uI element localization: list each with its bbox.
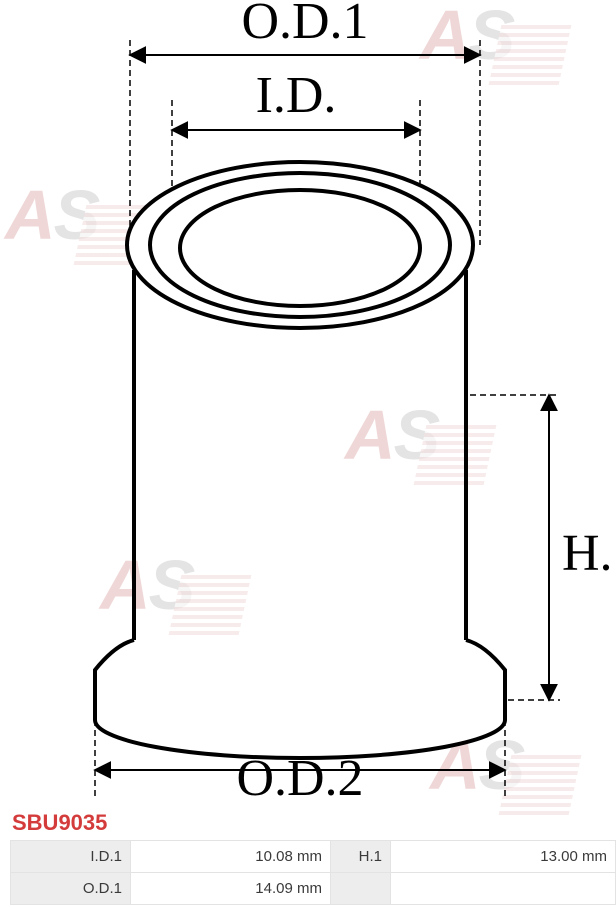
cell-label-id1: I.D.1 xyxy=(11,841,131,873)
cell-value-empty xyxy=(391,873,616,905)
cell-label-empty xyxy=(331,873,391,905)
label-od2: O.D.2 xyxy=(236,750,363,807)
cell-label-od1: O.D.1 xyxy=(11,873,131,905)
table-row: O.D.1 14.09 mm xyxy=(11,873,616,905)
cell-value-id1: 10.08 mm xyxy=(131,841,331,873)
page-root: AS AS AS AS AS O.D.1 I.D. xyxy=(0,0,616,907)
spec-table: I.D.1 10.08 mm H.1 13.00 mm O.D.1 14.09 … xyxy=(10,840,616,905)
part-code: SBU9035 xyxy=(12,810,107,836)
cell-value-h1: 13.00 mm xyxy=(391,841,616,873)
cell-value-od1: 14.09 mm xyxy=(131,873,331,905)
table-row: I.D.1 10.08 mm H.1 13.00 mm xyxy=(11,841,616,873)
label-od1: O.D.1 xyxy=(241,0,368,50)
bushing-diagram: O.D.1 I.D. H. O.D.2 xyxy=(0,0,616,810)
cell-label-h1: H.1 xyxy=(331,841,391,873)
label-id: I.D. xyxy=(256,67,337,124)
label-h: H. xyxy=(562,525,613,582)
